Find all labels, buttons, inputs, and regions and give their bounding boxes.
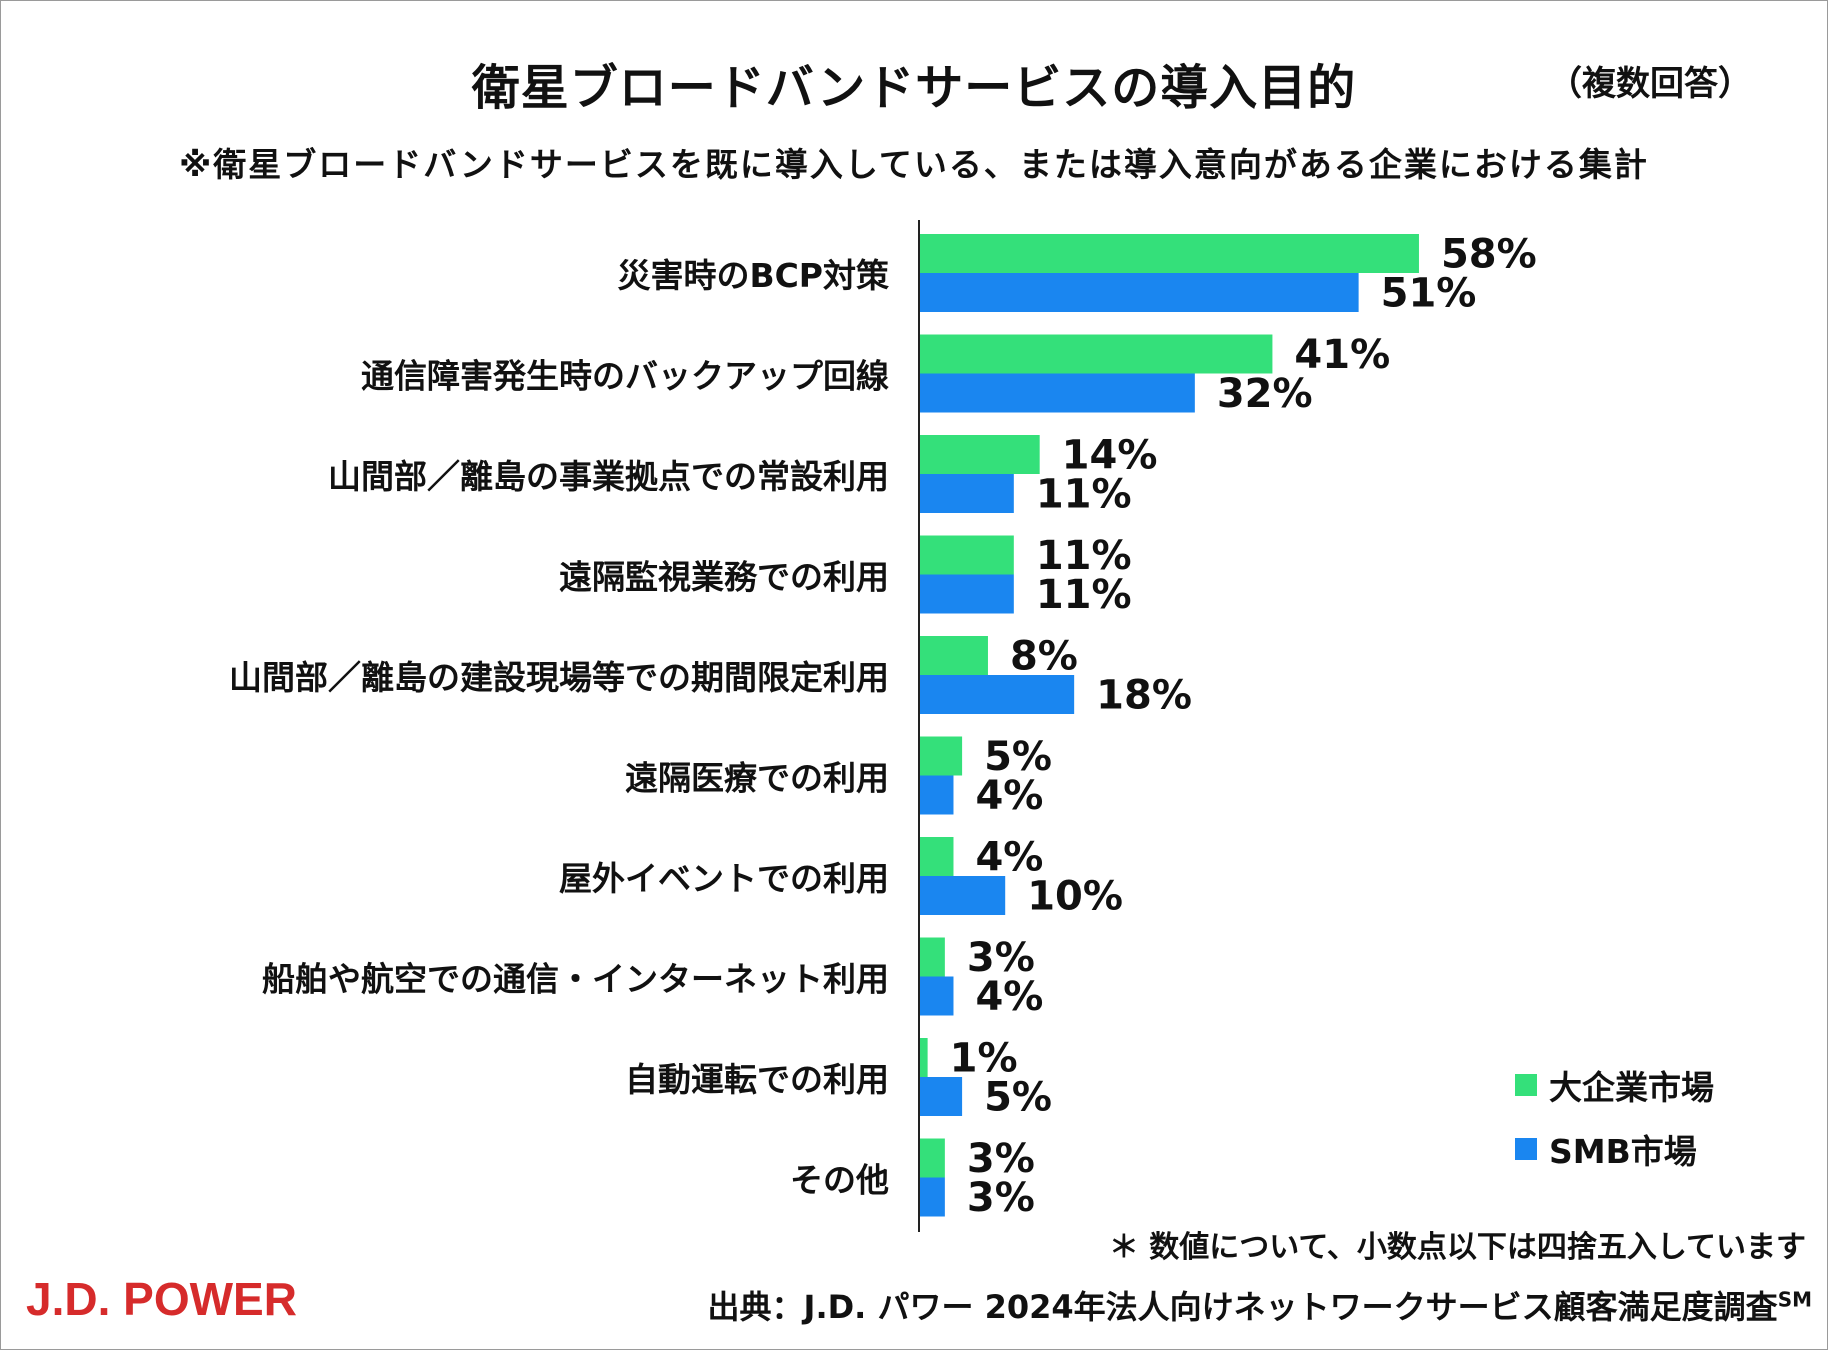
value-label-smb: 4% <box>975 773 1043 819</box>
bar-smb <box>919 574 1014 614</box>
legend-item-smb: SMB市場 <box>1515 1129 1714 1171</box>
value-label-smb: 51% <box>1381 271 1477 317</box>
bar-smb <box>919 273 1359 312</box>
bar-large-enterprise <box>919 636 988 675</box>
bar-smb <box>919 775 954 815</box>
bar-large-enterprise <box>919 1138 945 1178</box>
value-label-large-enterprise: 8% <box>1010 634 1078 680</box>
value-label-smb: 10% <box>1027 874 1123 920</box>
category-label: 山間部／離島の建設現場等での期間限定利用 <box>229 658 889 697</box>
bar-smb <box>919 373 1195 413</box>
chart-title: 衛星ブロードバンドサービスの導入目的 <box>471 60 1357 116</box>
value-label-large-enterprise: 4% <box>975 835 1043 881</box>
bar-smb <box>919 675 1075 714</box>
bar-large-enterprise <box>919 1038 928 1077</box>
bar-large-enterprise <box>919 736 963 776</box>
chart-subtitle: ※衛星ブロードバンドサービスを既に導入している、または導入意向がある企業における… <box>179 145 1649 184</box>
category-label: 通信障害発生時のバックアップ回線 <box>361 357 889 396</box>
source-text: 出典：J.D. パワー 2024年法人向けネットワークサービス顧客満足度調査 <box>707 1288 1778 1326</box>
category-label: 遠隔監視業務での利用 <box>559 558 889 597</box>
legend-swatch-large-enterprise <box>1515 1074 1537 1096</box>
value-label-large-enterprise: 58% <box>1441 232 1537 278</box>
bar-large-enterprise <box>919 837 954 876</box>
bar-large-enterprise <box>919 535 1014 575</box>
value-label-smb: 32% <box>1217 371 1313 417</box>
legend-label-smb: SMB市場 <box>1549 1132 1697 1171</box>
value-label-smb: 5% <box>984 1075 1052 1121</box>
legend-swatch-smb <box>1515 1138 1537 1160</box>
bar-smb <box>919 876 1006 915</box>
bar-smb <box>919 474 1014 513</box>
legend-label-large-enterprise: 大企業市場 <box>1549 1068 1714 1107</box>
bar-smb <box>919 1077 963 1116</box>
value-label-large-enterprise: 1% <box>950 1036 1018 1082</box>
service-mark: SM <box>1777 1287 1812 1312</box>
category-label: 遠隔医療での利用 <box>625 759 889 798</box>
value-label-smb: 11% <box>1036 472 1132 518</box>
value-label-smb: 11% <box>1036 572 1132 618</box>
value-label-large-enterprise: 3% <box>967 1136 1035 1182</box>
legend: 大企業市場 SMB市場 <box>1515 1065 1714 1193</box>
value-label-large-enterprise: 14% <box>1062 433 1158 479</box>
value-label-smb: 4% <box>975 974 1043 1020</box>
bar-smb <box>919 1177 945 1217</box>
value-label-large-enterprise: 5% <box>984 734 1052 780</box>
bar-smb <box>919 976 954 1016</box>
category-label: 山間部／離島の事業拠点での常設利用 <box>328 457 889 496</box>
bar-large-enterprise <box>919 334 1273 374</box>
value-label-large-enterprise: 3% <box>967 935 1035 981</box>
bar-large-enterprise <box>919 937 945 977</box>
category-label: 屋外イベントでの利用 <box>559 859 889 898</box>
category-label: 船舶や航空での通信・インターネット利用 <box>262 960 889 999</box>
bar-large-enterprise <box>919 234 1419 273</box>
category-label: 災害時のBCP対策 <box>617 256 889 295</box>
multiple-answer-note: （複数回答） <box>1548 64 1752 104</box>
value-label-large-enterprise: 11% <box>1036 533 1132 579</box>
value-label-smb: 3% <box>967 1175 1035 1221</box>
rounding-footnote: ＊ 数値について、小数点以下は四捨五入しています <box>1108 1230 1806 1265</box>
bar-large-enterprise <box>919 435 1040 474</box>
category-label: その他 <box>790 1161 889 1200</box>
jd-power-logo: J.D. POWER <box>26 1273 297 1325</box>
legend-item-large-enterprise: 大企業市場 <box>1515 1065 1714 1107</box>
category-label: 自動運転での利用 <box>625 1060 889 1099</box>
value-label-smb: 18% <box>1096 673 1192 719</box>
value-label-large-enterprise: 41% <box>1294 332 1390 378</box>
source-note: 出典：J.D. パワー 2024年法人向けネットワークサービス顧客満足度調査SM <box>708 1282 1812 1328</box>
